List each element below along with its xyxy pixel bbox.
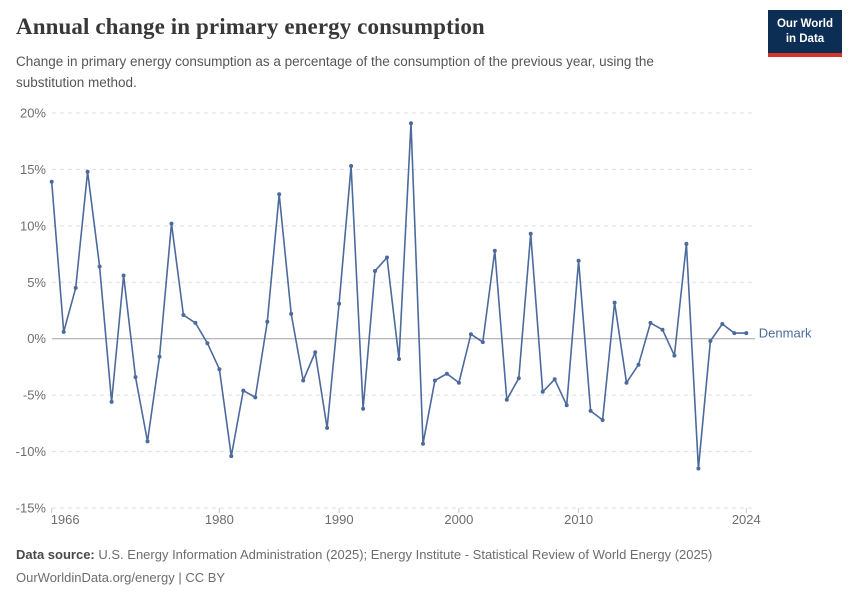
data-point bbox=[696, 466, 701, 471]
data-point bbox=[385, 255, 389, 260]
chart-footer: Data source: U.S. Energy Information Adm… bbox=[16, 543, 836, 590]
license-line: OurWorldinData.org/energy | CC BY bbox=[16, 566, 836, 589]
data-point bbox=[468, 332, 473, 337]
data-point bbox=[624, 380, 629, 385]
data-point bbox=[648, 320, 653, 325]
data-point bbox=[169, 221, 174, 226]
data-point bbox=[313, 350, 318, 355]
data-point bbox=[49, 179, 54, 184]
license-link[interactable]: CC BY bbox=[185, 570, 226, 586]
data-point bbox=[432, 378, 437, 383]
data-point bbox=[612, 300, 617, 305]
data-point bbox=[361, 406, 366, 411]
data-point bbox=[516, 376, 521, 381]
data-point bbox=[409, 121, 413, 126]
data-point bbox=[480, 340, 485, 345]
y-axis-tick-label: -5% bbox=[23, 388, 47, 403]
owid-logo[interactable]: Our World in Data bbox=[768, 10, 842, 57]
data-point bbox=[720, 322, 725, 326]
data-point bbox=[229, 454, 234, 459]
data-point bbox=[133, 375, 138, 380]
data-point bbox=[564, 403, 569, 408]
data-point bbox=[181, 313, 186, 317]
footer-separator: | bbox=[178, 570, 182, 586]
y-axis-tick-label: 5% bbox=[27, 275, 46, 290]
data-point bbox=[253, 395, 258, 400]
data-point bbox=[205, 341, 210, 346]
data-point bbox=[157, 354, 162, 359]
data-point bbox=[193, 320, 198, 325]
y-axis-tick-label: -15% bbox=[16, 501, 47, 516]
owid-logo-line1: Our World bbox=[776, 18, 833, 30]
data-point bbox=[540, 389, 545, 394]
series-line-denmark bbox=[50, 122, 748, 470]
data-point bbox=[301, 378, 306, 383]
series-label-denmark[interactable]: Denmark bbox=[759, 326, 812, 341]
x-axis-tick-label: 2024 bbox=[732, 512, 761, 527]
y-axis-tick-label: 10% bbox=[20, 218, 46, 233]
data-point bbox=[97, 264, 102, 269]
data-point bbox=[576, 258, 581, 263]
data-point bbox=[265, 319, 270, 324]
data-point bbox=[397, 357, 401, 361]
data-point bbox=[504, 397, 509, 402]
data-point bbox=[145, 439, 150, 444]
data-point bbox=[456, 380, 461, 385]
data-point bbox=[421, 441, 425, 446]
data-point bbox=[636, 362, 641, 367]
data-source-line: Data source: U.S. Energy Information Adm… bbox=[16, 543, 836, 566]
data-point bbox=[325, 425, 330, 430]
data-point bbox=[444, 371, 449, 376]
x-axis-tick-label: 1990 bbox=[325, 512, 354, 527]
y-axis-tick-label: 20% bbox=[20, 106, 46, 121]
data-point bbox=[552, 377, 557, 382]
data-source-label: Data source: bbox=[16, 547, 95, 562]
x-axis-tick-label: 2000 bbox=[444, 512, 473, 527]
x-axis-tick-label: 1980 bbox=[205, 512, 234, 527]
owid-url-link[interactable]: OurWorldinData.org/energy bbox=[16, 570, 175, 586]
data-point bbox=[528, 231, 533, 236]
data-point bbox=[492, 248, 497, 253]
data-point bbox=[600, 418, 605, 422]
y-axis-tick-label: -10% bbox=[16, 444, 47, 459]
data-source-text: U.S. Energy Information Administration (… bbox=[98, 547, 713, 562]
data-point bbox=[217, 367, 222, 372]
data-point bbox=[61, 329, 66, 334]
page-title: Annual change in primary energy consumpt… bbox=[16, 14, 485, 39]
data-point bbox=[289, 311, 294, 316]
y-axis-tick-label: 0% bbox=[27, 331, 46, 346]
data-point bbox=[349, 164, 354, 168]
data-point bbox=[588, 408, 593, 413]
data-point bbox=[373, 269, 377, 273]
data-point bbox=[277, 192, 282, 197]
data-point bbox=[337, 301, 342, 306]
data-point bbox=[660, 327, 665, 332]
chart-subtitle: Change in primary energy consumption as … bbox=[16, 54, 654, 90]
y-axis-tick-label: 15% bbox=[20, 162, 46, 177]
x-axis-tick-label: 2010 bbox=[564, 512, 593, 527]
data-point bbox=[672, 353, 677, 358]
data-point bbox=[241, 388, 246, 393]
data-point bbox=[121, 273, 126, 278]
data-point bbox=[732, 331, 737, 336]
x-axis-tick-label: 1966 bbox=[51, 512, 80, 527]
owid-logo-line2: in Data bbox=[785, 32, 825, 45]
data-point bbox=[744, 331, 749, 336]
data-point bbox=[73, 285, 78, 290]
data-point bbox=[684, 241, 689, 246]
data-point bbox=[85, 169, 90, 174]
data-point bbox=[708, 339, 713, 343]
data-point bbox=[109, 399, 114, 404]
